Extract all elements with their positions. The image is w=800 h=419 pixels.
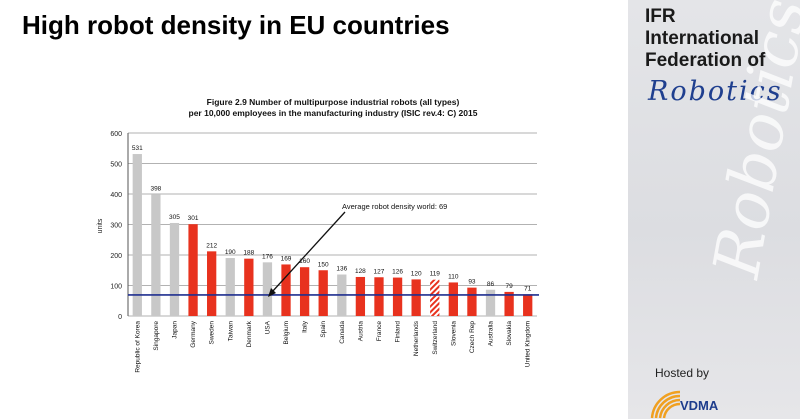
x-tick-label: Switzerland bbox=[432, 321, 439, 355]
x-tick-label: Italy bbox=[302, 320, 309, 333]
x-tick-label: Slovenia bbox=[450, 321, 457, 346]
bar-italy bbox=[299, 267, 310, 316]
bar-spain bbox=[318, 270, 328, 316]
bar-germany bbox=[188, 224, 198, 316]
x-tick-label: Singapore bbox=[153, 321, 160, 351]
chart-title-line-1: Figure 2.9 Number of multipurpose indust… bbox=[207, 97, 460, 107]
bar-singapore bbox=[151, 194, 161, 316]
bar-value-label: 136 bbox=[336, 266, 347, 273]
bar-united-kingdom bbox=[523, 294, 533, 316]
ifr-line-2: International bbox=[645, 28, 760, 49]
bar-slovakia bbox=[504, 291, 514, 316]
x-tick-label: Australia bbox=[488, 321, 495, 347]
bar-value-label: 119 bbox=[430, 271, 441, 278]
brand-panel bbox=[628, 0, 800, 419]
bar-value-label: 150 bbox=[318, 261, 329, 268]
vdma-label: VDMA bbox=[680, 398, 719, 413]
x-tick-label: Republic of Korea bbox=[134, 321, 141, 373]
bar-usa bbox=[262, 262, 273, 316]
bar-value-label: 301 bbox=[188, 215, 199, 222]
robotics-logo-word: Robotics bbox=[648, 76, 783, 107]
annotation-arrow bbox=[271, 211, 346, 293]
ifr-line-3: Federation of bbox=[645, 50, 766, 71]
bar-switzerland bbox=[430, 279, 440, 316]
bar-czech-rep bbox=[467, 287, 477, 316]
x-tick-label: Denmark bbox=[246, 320, 253, 347]
bar-austria bbox=[355, 276, 366, 316]
hosted-by-label: Hosted by bbox=[655, 366, 710, 380]
y-tick-label: 300 bbox=[110, 223, 122, 230]
robot-density-chart: Figure 2.9 Number of multipurpose indust… bbox=[97, 97, 539, 373]
chart-title-line-2: per 10,000 employees in the manufacturin… bbox=[189, 108, 478, 118]
x-tick-label: Belgium bbox=[283, 321, 290, 344]
ifr-line-1: IFR bbox=[645, 6, 676, 27]
bar-value-label: 120 bbox=[411, 270, 422, 277]
x-tick-label: Slovakia bbox=[506, 321, 513, 346]
x-tick-label: Canada bbox=[339, 321, 346, 344]
bar-value-label: 212 bbox=[206, 242, 217, 249]
x-tick-label: Czech Rep bbox=[469, 321, 476, 354]
y-tick-label: 0 bbox=[118, 314, 122, 321]
y-tick-label: 400 bbox=[110, 192, 122, 199]
x-tick-label: Germany bbox=[190, 320, 197, 347]
bar-value-label: 86 bbox=[487, 281, 495, 288]
bar-france bbox=[374, 277, 384, 316]
bar-value-label: 160 bbox=[299, 258, 310, 265]
y-axis-label: units bbox=[97, 218, 104, 233]
bar-value-label: 531 bbox=[132, 145, 143, 152]
x-tick-label: Taiwan bbox=[227, 321, 234, 342]
bar-denmark bbox=[244, 258, 254, 316]
x-tick-label: Spain bbox=[320, 321, 327, 338]
annotation-arrowhead bbox=[268, 288, 276, 297]
bar-netherlands bbox=[411, 279, 421, 316]
bar-value-label: 79 bbox=[505, 283, 513, 290]
bar-value-label: 305 bbox=[169, 214, 180, 221]
bar-value-label: 188 bbox=[243, 250, 254, 257]
bar-value-label: 126 bbox=[392, 269, 403, 276]
bar-value-label: 398 bbox=[150, 186, 161, 193]
vdma-logo-icon bbox=[650, 390, 681, 419]
x-tick-label: Austria bbox=[357, 321, 364, 342]
bar-sweden bbox=[207, 251, 217, 316]
x-tick-label: Sweden bbox=[209, 321, 216, 345]
bar-value-label: 169 bbox=[281, 255, 292, 262]
bar-value-label: 127 bbox=[374, 268, 385, 275]
x-tick-label: France bbox=[376, 321, 383, 342]
bar-japan bbox=[169, 222, 180, 316]
x-tick-label: USA bbox=[264, 320, 271, 334]
x-tick-label: Finland bbox=[395, 321, 402, 343]
y-tick-label: 100 bbox=[110, 284, 122, 291]
bar-republic-of-korea bbox=[132, 154, 142, 316]
bar-value-label: 176 bbox=[262, 253, 273, 260]
average-annotation: Average robot density world: 69 bbox=[342, 202, 447, 211]
bar-value-label: 93 bbox=[468, 279, 476, 286]
bar-australia bbox=[485, 289, 496, 316]
bar-value-label: 128 bbox=[355, 268, 366, 275]
bar-value-label: 110 bbox=[448, 273, 459, 280]
x-tick-label: Japan bbox=[171, 321, 178, 339]
bar-finland bbox=[392, 277, 403, 316]
bar-value-label: 71 bbox=[524, 285, 532, 292]
bar-belgium bbox=[281, 264, 291, 316]
bar-slovenia bbox=[448, 282, 458, 316]
y-tick-label: 200 bbox=[110, 253, 122, 260]
bar-value-label: 190 bbox=[225, 249, 236, 256]
y-tick-label: 600 bbox=[110, 131, 122, 138]
slide-title: High robot density in EU countries bbox=[22, 10, 450, 40]
ifr-logo-text: IFR International Federation of bbox=[645, 6, 795, 72]
x-tick-label: United Kingdom bbox=[525, 321, 532, 367]
x-tick-label: Netherlands bbox=[413, 320, 420, 356]
y-tick-label: 500 bbox=[110, 162, 122, 169]
bar-taiwan bbox=[225, 258, 235, 316]
